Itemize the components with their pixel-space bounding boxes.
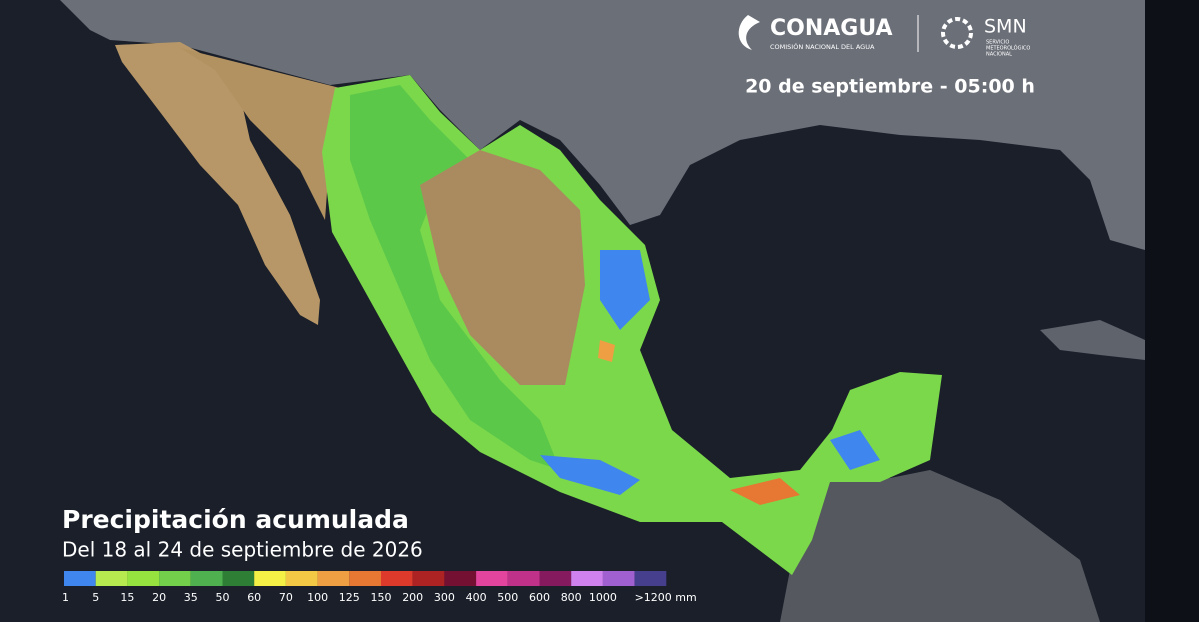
agency-logo <box>738 15 760 50</box>
legend-label: 200 <box>402 591 423 604</box>
legend-label: 800 <box>561 591 582 604</box>
agency-name: CONAGUA <box>770 16 893 41</box>
legend-swatch <box>222 571 255 586</box>
rain-patch <box>730 478 800 505</box>
agency-subtitle: COMISIÓN NACIONAL DEL AGUA <box>770 42 875 51</box>
legend-label: 400 <box>466 591 487 604</box>
service-subtitle: NACIONAL <box>986 52 1012 58</box>
legend: 1 5 15 20 35 50 60 70 100 125 150 200 300 400 500 600 80… <box>62 571 697 604</box>
service-name: SMN <box>984 16 1027 38</box>
sonora <box>180 48 340 220</box>
rain-patch <box>540 455 640 495</box>
legend-label: 15 <box>120 591 134 604</box>
legend-swatch <box>571 571 603 586</box>
service-logo <box>941 17 973 49</box>
legend-label: 150 <box>371 591 392 604</box>
rain-patch <box>600 250 650 330</box>
legend-swatch <box>95 571 128 586</box>
legend-swatch <box>127 571 160 586</box>
subtitle: Del 18 al 24 de septiembre de 2026 <box>62 538 423 562</box>
legend-label: 300 <box>434 591 455 604</box>
legend-swatch <box>381 571 413 586</box>
frame-edge <box>1145 0 1199 622</box>
legend-label: 600 <box>529 591 550 604</box>
legend-label: 1 <box>62 591 69 604</box>
central-plateau <box>420 150 585 385</box>
legend-label: >1200 mm <box>635 591 697 604</box>
legend-label: 35 <box>184 591 198 604</box>
legend-label: 100 <box>307 591 328 604</box>
baja-california <box>115 42 320 325</box>
legend-swatch <box>634 571 667 586</box>
legend-label: 70 <box>279 591 293 604</box>
legend-swatch <box>159 571 191 586</box>
legend-swatch <box>476 571 508 586</box>
legend-swatch <box>602 571 635 586</box>
legend-swatch <box>190 571 223 586</box>
legend-swatch <box>507 571 540 586</box>
legend-swatch <box>317 571 350 586</box>
legend-label: 5 <box>92 591 99 604</box>
rain-patch <box>598 340 615 362</box>
service-subtitle: SERVICIO <box>986 40 1009 46</box>
legend-swatch <box>444 571 477 586</box>
central-america <box>780 470 1100 622</box>
legend-label: 125 <box>339 591 360 604</box>
legend-label: 1000 <box>589 591 617 604</box>
legend-swatch <box>285 571 318 586</box>
legend-swatch <box>64 571 96 586</box>
western-sierra <box>350 85 560 470</box>
legend-swatch <box>254 571 286 586</box>
rain-patch <box>830 430 880 470</box>
legend-label: 20 <box>152 591 166 604</box>
legend-swatch <box>539 571 572 586</box>
service-subtitle: METEOROLÓGICO <box>986 45 1030 52</box>
title: Precipitación acumulada <box>62 505 409 534</box>
legend-swatch <box>412 571 445 586</box>
legend-label: 50 <box>216 591 230 604</box>
north-america-land <box>60 0 1145 250</box>
legend-label: 60 <box>247 591 261 604</box>
legend-swatch <box>349 571 381 586</box>
date: 20 de septiembre - 05:00 h <box>745 76 1035 98</box>
cuba <box>1040 320 1145 360</box>
legend-label: 500 <box>497 591 518 604</box>
